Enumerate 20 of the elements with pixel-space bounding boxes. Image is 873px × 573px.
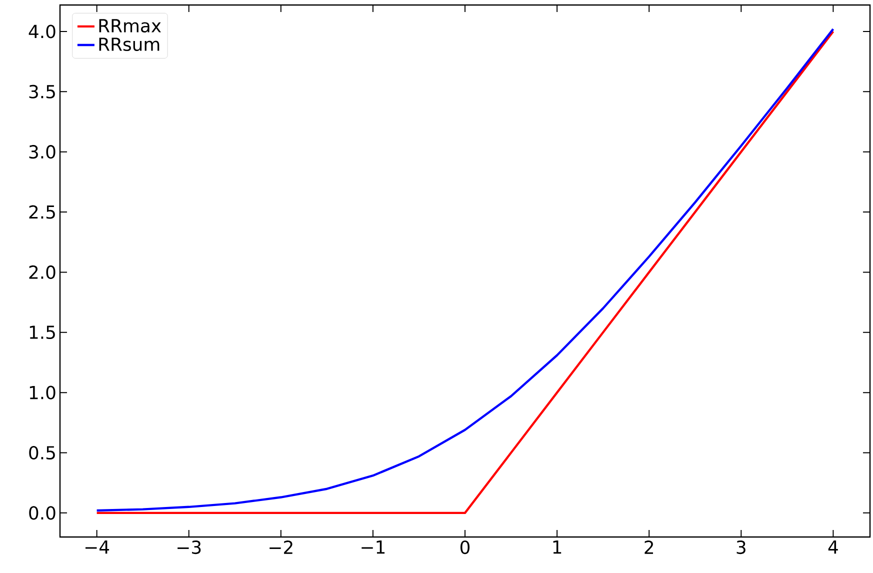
x-tick-label: 2	[644, 540, 653, 554]
y-tick-label: 0.5	[29, 446, 55, 460]
y-tick-label: 4.0	[28, 24, 56, 38]
x-tick-label: −3	[178, 540, 201, 554]
y-tick-label: 3.0	[29, 145, 56, 159]
legend-label: RRsum	[99, 38, 160, 52]
x-tick-label: −2	[270, 540, 292, 554]
x-tick-label: 4	[828, 540, 838, 554]
x-tick-label: 1	[553, 540, 562, 554]
y-tick-label: 1.5	[30, 326, 55, 340]
y-tick-label: 2.5	[29, 205, 55, 219]
x-tick-label: −1	[362, 540, 385, 554]
y-tick-label: 2.0	[29, 265, 56, 279]
x-tick-label: 3	[736, 540, 746, 554]
y-tick-label: 3.5	[29, 84, 55, 98]
legend-label: RRmax	[99, 19, 161, 32]
y-tick-label: 1.0	[30, 386, 56, 400]
y-tick-label: 0.0	[29, 506, 56, 520]
x-tick-label: −4	[86, 540, 110, 554]
x-tick-label: 0	[460, 540, 470, 554]
